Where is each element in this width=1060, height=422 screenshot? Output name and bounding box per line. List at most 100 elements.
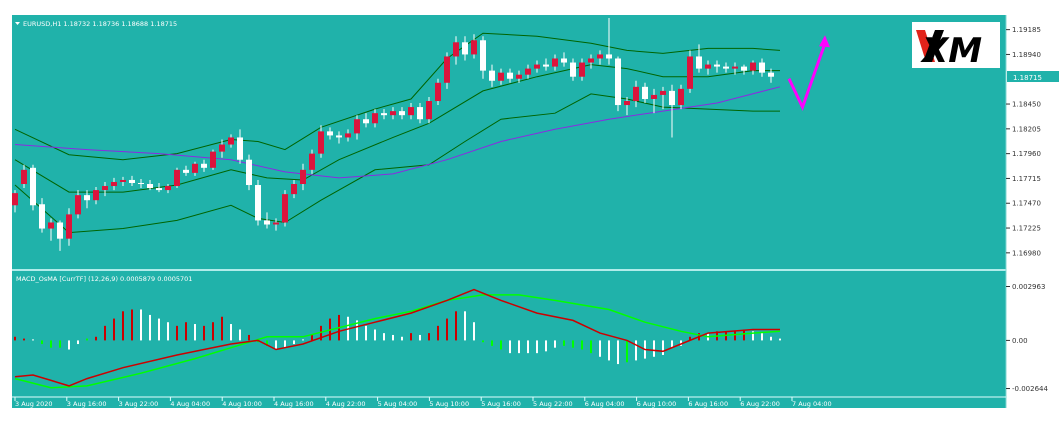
candle-body xyxy=(426,101,432,120)
time-tick-label: 5 Aug 22:00 xyxy=(533,400,573,408)
candle xyxy=(624,96,630,116)
candle-body xyxy=(174,169,180,187)
candle-body xyxy=(84,195,90,201)
time-tick-label: 5 Aug 04:00 xyxy=(378,400,418,408)
price-tick-label: 1.19185 xyxy=(1012,26,1041,34)
candle xyxy=(363,113,369,128)
candle xyxy=(408,103,414,120)
time-tick-label: 4 Aug 16:00 xyxy=(274,400,314,408)
candle-body xyxy=(39,204,45,229)
candle-body xyxy=(30,167,36,206)
candle-body xyxy=(525,68,531,75)
candle xyxy=(219,139,225,158)
candle-body xyxy=(156,188,162,191)
candle xyxy=(678,84,684,110)
time-tick-label: 7 Aug 04:00 xyxy=(792,400,832,408)
candle xyxy=(615,56,621,112)
candle xyxy=(129,175,135,187)
candle xyxy=(606,18,612,65)
candle xyxy=(48,218,54,241)
candle-body xyxy=(102,186,108,191)
candle-body xyxy=(696,56,702,69)
candle xyxy=(561,52,567,67)
current-price-label-bg xyxy=(1007,71,1059,82)
candle xyxy=(714,60,720,73)
candle xyxy=(750,60,756,75)
time-tick-label: 4 Aug 10:00 xyxy=(222,400,262,408)
price-tick-label: 1.18940 xyxy=(1012,51,1041,59)
projection-path xyxy=(787,42,827,112)
time-axis: 3 Aug 2020 3 Aug 16:00 3 Aug 22:00 4 Aug 04… xyxy=(14,397,832,408)
candle xyxy=(228,134,234,148)
candle-body xyxy=(390,111,396,116)
candle xyxy=(183,165,189,176)
candle xyxy=(705,60,711,75)
time-tick-label: 6 Aug 10:00 xyxy=(637,400,677,408)
chart-header: EURUSD,H1 1.18732 1.18736 1.18688 1.1871… xyxy=(23,20,177,28)
candle xyxy=(660,86,666,110)
candle xyxy=(759,58,765,77)
candle-body xyxy=(453,42,459,57)
indicator-header: MACD_OsMA [CurrTF] (12,26,9) 0.0005879 0… xyxy=(16,275,192,283)
candle-body xyxy=(399,111,405,116)
candle-body xyxy=(165,186,171,191)
candle xyxy=(30,164,36,211)
candle xyxy=(282,190,288,227)
candle-body xyxy=(669,90,675,106)
time-tick-label: 4 Aug 04:00 xyxy=(170,400,210,408)
candle xyxy=(525,64,531,79)
candle-body xyxy=(651,94,657,99)
candle-body xyxy=(759,62,765,73)
candle-body xyxy=(408,107,414,116)
current-price-label: 1.18715 xyxy=(1013,74,1042,82)
candle xyxy=(534,60,540,73)
candle xyxy=(210,149,216,170)
candle-body xyxy=(219,144,225,152)
candle xyxy=(237,129,243,164)
candles xyxy=(12,18,774,251)
candle-body xyxy=(111,181,117,187)
candle-body xyxy=(300,169,306,185)
candle-body xyxy=(138,182,144,185)
candle-body xyxy=(417,107,423,120)
candle xyxy=(390,107,396,120)
chart-header-arrow-icon[interactable] xyxy=(15,22,20,25)
candle xyxy=(732,62,738,75)
candle-body xyxy=(327,131,333,136)
candle-body xyxy=(273,222,279,225)
candle-body xyxy=(498,72,504,81)
candle xyxy=(345,129,351,142)
candle-body xyxy=(210,151,216,168)
candle xyxy=(462,36,468,61)
candle xyxy=(336,131,342,144)
candle xyxy=(21,164,27,189)
macd-axis: 0.002963 0.00 -0.002644 xyxy=(1006,283,1048,393)
time-tick-label: 6 Aug 22:00 xyxy=(740,400,780,408)
candle-body xyxy=(462,42,468,55)
candle xyxy=(201,159,207,172)
candle xyxy=(246,154,252,191)
candle xyxy=(93,187,99,205)
candle-body xyxy=(561,58,567,63)
candle-body xyxy=(354,119,360,134)
candle xyxy=(318,125,324,158)
price-tick-label: 1.17715 xyxy=(1012,175,1041,183)
candle-body xyxy=(345,133,351,138)
candle xyxy=(192,161,198,176)
candle xyxy=(174,167,180,189)
candle-body xyxy=(309,153,315,170)
candle xyxy=(552,54,558,71)
macd-tick-label: -0.002644 xyxy=(1012,385,1048,393)
candle-body xyxy=(120,179,126,182)
candle xyxy=(300,163,306,191)
price-tick-label: 1.18205 xyxy=(1012,125,1041,133)
candle xyxy=(543,58,549,71)
macd-main-line xyxy=(14,288,780,387)
candle xyxy=(291,179,297,199)
candle-body xyxy=(642,86,648,99)
candle xyxy=(651,88,657,114)
candle xyxy=(111,177,117,191)
macd-indicator xyxy=(14,288,781,389)
candle-body xyxy=(588,58,594,63)
